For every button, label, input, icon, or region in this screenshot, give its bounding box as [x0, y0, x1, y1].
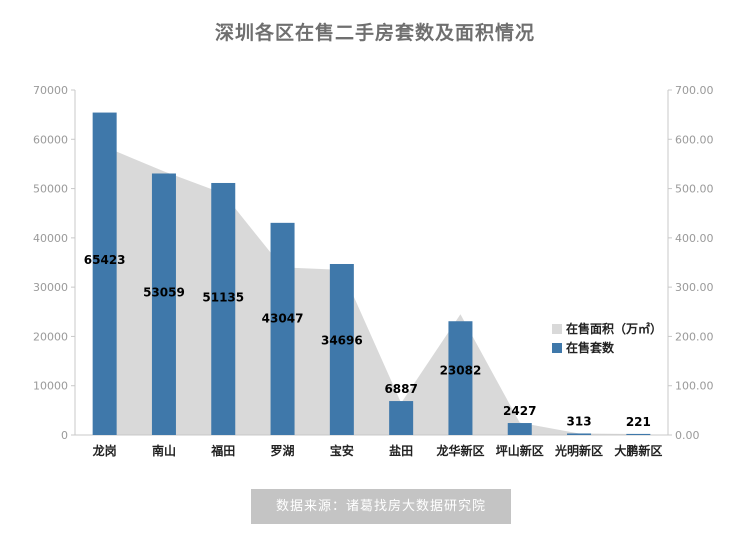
bar-data-label: 221 [626, 415, 651, 429]
bar-data-label: 51135 [202, 290, 244, 304]
bar-data-label: 34696 [321, 333, 363, 347]
bar [329, 263, 354, 435]
y-left-tick-label: 60000 [33, 133, 68, 146]
data-source-banner: 数据来源：诸葛找房大数据研究院 [251, 489, 511, 524]
bar [389, 401, 414, 435]
y-left-tick-label: 50000 [33, 183, 68, 196]
y-right-tick-label: 500.00 [675, 183, 714, 196]
bar-data-label: 6887 [384, 382, 417, 396]
bar [448, 321, 473, 435]
legend-swatch-area [552, 324, 562, 334]
x-tick-label: 龙华新区 [436, 443, 484, 458]
x-tick-label: 坪山新区 [496, 443, 544, 458]
y-right-tick-label: 0.00 [675, 429, 700, 442]
bar-data-label: 313 [567, 414, 592, 428]
y-left-tick-label: 30000 [33, 281, 68, 294]
area-series-shape [104, 146, 639, 435]
y-right-tick-label: 100.00 [675, 380, 714, 393]
x-tick-label: 大鹏新区 [614, 443, 662, 458]
y-right-tick-label: 400.00 [675, 232, 714, 245]
x-tick-label: 宝安 [330, 443, 354, 458]
y-right-tick-label: 600.00 [675, 133, 714, 146]
bar-data-label: 65423 [84, 253, 126, 267]
bar [270, 222, 295, 435]
y-right-tick-label: 300.00 [675, 281, 714, 294]
y-left-tick-label: 40000 [33, 232, 68, 245]
y-left-tick-label: 70000 [33, 84, 68, 97]
x-tick-label: 福田 [210, 443, 235, 458]
x-tick-label: 盐田 [389, 443, 413, 458]
y-left-tick-label: 20000 [33, 330, 68, 343]
bar [151, 173, 176, 435]
x-tick-label: 南山 [152, 443, 176, 458]
x-tick-label: 罗湖 [271, 443, 295, 458]
bar [92, 112, 117, 435]
legend-label-area: 在售面积（万㎡） [566, 321, 662, 336]
bar-series-layer [92, 112, 651, 435]
chart-title: 深圳各区在售二手房套数及面积情况 [214, 22, 535, 44]
bar-data-label: 53059 [143, 285, 185, 299]
x-tick-label: 龙岗 [93, 443, 117, 458]
y-left-tick-label: 0 [61, 429, 68, 442]
bar [567, 433, 592, 435]
bar-data-label: 43047 [262, 312, 304, 326]
bar-data-label: 23082 [440, 364, 482, 378]
legend-swatch-bar [552, 343, 562, 353]
bar [211, 182, 236, 435]
bar-data-label: 2427 [503, 404, 536, 418]
labels-layer: 65423 53059 51135 43047 34696 6887 23082 2427 31… [84, 253, 663, 458]
x-tick-label: 光明新区 [554, 443, 603, 458]
bar [626, 433, 651, 435]
legend: 在售面积（万㎡） 在售套数 [552, 321, 662, 355]
y-left-tick-label: 10000 [33, 380, 68, 393]
bar [507, 423, 532, 435]
y-right-tick-label: 200.00 [675, 330, 714, 343]
legend-label-bar: 在售套数 [566, 340, 615, 355]
y-right-tick-label: 700.00 [675, 84, 714, 97]
